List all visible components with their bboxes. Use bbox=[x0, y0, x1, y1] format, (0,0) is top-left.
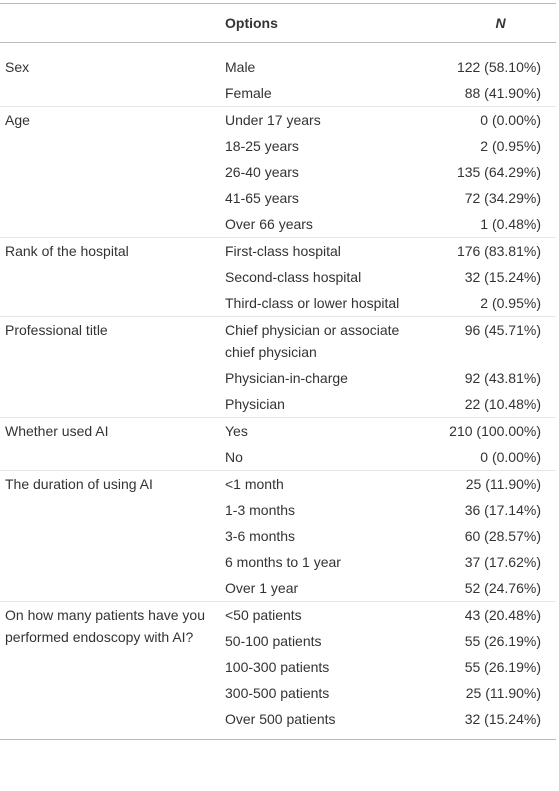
n-cell: 122 (58.10%) bbox=[456, 59, 541, 75]
table-row: Rank of the hospital First-class hospital… bbox=[0, 237, 556, 317]
table-row: Third-class or lower hospital 2 (0.95%) bbox=[0, 290, 556, 317]
table-row: On how many patients have you performed … bbox=[0, 601, 556, 740]
option-cell: Over 500 patients bbox=[225, 711, 336, 727]
n-cell: 25 (11.90%) bbox=[465, 685, 541, 701]
table-row: The duration of using AI <1 month 25 (11.9… bbox=[0, 470, 556, 602]
n-cell: 92 (43.81%) bbox=[464, 370, 541, 386]
n-cell: 135 (64.29%) bbox=[456, 164, 541, 180]
option-cell: 1-3 months bbox=[225, 502, 296, 518]
n-cell: 72 (34.29%) bbox=[464, 190, 541, 206]
n-cell: 0 (0.00%) bbox=[400, 106, 556, 133]
table-row: 3-6 months 60 (28.57%) bbox=[0, 523, 556, 549]
n-cell: 22 (10.48%) bbox=[464, 396, 541, 412]
option-cell: 6 months to 1 year bbox=[225, 554, 341, 570]
table-row: Second-class hospital 32 (15.24%) bbox=[0, 264, 556, 290]
table-row: Physician 22 (10.48%) bbox=[0, 391, 556, 418]
n-cell: 0 (0.00%) bbox=[480, 449, 541, 465]
option-cell: Female bbox=[225, 85, 272, 101]
table-row: Age Under 17 years 0 (0.00%) bbox=[0, 106, 556, 238]
option-cell: First-class hospital bbox=[225, 237, 400, 264]
option-cell: Under 17 years bbox=[225, 106, 400, 133]
header-n: N bbox=[400, 3, 556, 43]
n-cell: 60 (28.57%) bbox=[464, 528, 541, 544]
table-row: No 0 (0.00%) bbox=[0, 444, 556, 471]
option-cell: <1 month bbox=[225, 470, 400, 497]
table: Options N Sex Male 122 (58.10%) Female 88 (4… bbox=[0, 3, 556, 740]
option-cell: 3-6 months bbox=[225, 528, 296, 544]
n-cell: 210 (100.00%) bbox=[400, 417, 556, 444]
table-row: 41-65 years 72 (34.29%) bbox=[0, 185, 556, 211]
n-cell: 32 (15.24%) bbox=[464, 711, 541, 727]
table-row: Over 1 year 52 (24.76%) bbox=[0, 575, 556, 602]
header-blank bbox=[0, 3, 225, 43]
group-label: Sex bbox=[5, 59, 30, 75]
n-cell: 37 (17.62%) bbox=[464, 554, 541, 570]
option-cell: 18-25 years bbox=[225, 138, 299, 154]
option-cell: No bbox=[225, 449, 243, 465]
group-label: The duration of using AI bbox=[0, 470, 225, 602]
table-body: Sex Male 122 (58.10%) Female 88 (41.90%) Age U… bbox=[0, 43, 556, 740]
table-row: 300-500 patients 25 (11.90%) bbox=[0, 680, 556, 706]
table-row: Professional title Chief physician or ass… bbox=[0, 316, 556, 418]
group-label: Whether used AI bbox=[0, 417, 225, 471]
option-cell: Male bbox=[225, 59, 256, 75]
n-cell: 25 (11.90%) bbox=[400, 470, 556, 497]
group-label: Rank of the hospital bbox=[0, 237, 225, 317]
table-header: Options N bbox=[0, 3, 556, 43]
option-cell: 26-40 years bbox=[225, 164, 299, 180]
table-row: 1-3 months 36 (17.14%) bbox=[0, 497, 556, 523]
n-cell: 96 (45.71%) bbox=[400, 316, 556, 365]
header-options: Options bbox=[225, 3, 400, 43]
option-cell: 100-300 patients bbox=[225, 659, 330, 675]
group-label: Professional title bbox=[0, 316, 225, 418]
option-cell: Physician bbox=[225, 396, 285, 412]
table-row: Female 88 (41.90%) bbox=[0, 80, 556, 107]
table-row: 18-25 years 2 (0.95%) bbox=[0, 133, 556, 159]
option-cell: Second-class hospital bbox=[225, 269, 362, 285]
n-cell: 55 (26.19%) bbox=[464, 633, 541, 649]
option-cell: Physician-in-charge bbox=[225, 370, 348, 386]
table-row: 100-300 patients 55 (26.19%) bbox=[0, 654, 556, 680]
group-label: Age bbox=[0, 106, 225, 238]
table-row: Over 66 years 1 (0.48%) bbox=[0, 211, 556, 238]
table-row: 50-100 patients 55 (26.19%) bbox=[0, 628, 556, 654]
option-cell: Chief physician or associate chief physi… bbox=[225, 316, 400, 365]
option-cell: 300-500 patients bbox=[225, 685, 330, 701]
table-row: Whether used AI Yes 210 (100.00%) bbox=[0, 417, 556, 471]
n-cell: 55 (26.19%) bbox=[464, 659, 541, 675]
table-row: Physician-in-charge 92 (43.81%) bbox=[0, 365, 556, 391]
n-cell: 1 (0.48%) bbox=[480, 216, 541, 232]
option-cell: Over 1 year bbox=[225, 580, 299, 596]
n-cell: 176 (83.81%) bbox=[400, 237, 556, 264]
group-label: On how many patients have you performed … bbox=[0, 601, 225, 740]
n-cell: 52 (24.76%) bbox=[464, 580, 541, 596]
n-cell: 2 (0.95%) bbox=[480, 138, 541, 154]
n-cell: 36 (17.14%) bbox=[464, 502, 541, 518]
n-cell: 88 (41.90%) bbox=[464, 85, 541, 101]
header-row: Options N bbox=[0, 3, 556, 43]
option-cell: Yes bbox=[225, 417, 400, 444]
n-cell: 43 (20.48%) bbox=[400, 601, 556, 628]
option-cell: Third-class or lower hospital bbox=[225, 295, 400, 311]
table-row: 26-40 years 135 (64.29%) bbox=[0, 159, 556, 185]
n-cell: 2 (0.95%) bbox=[480, 295, 541, 311]
option-cell: Over 66 years bbox=[225, 216, 313, 232]
option-cell: <50 patients bbox=[225, 601, 400, 628]
table-row: Sex Male 122 (58.10%) bbox=[0, 43, 556, 81]
n-cell: 32 (15.24%) bbox=[464, 269, 541, 285]
option-cell: 41-65 years bbox=[225, 190, 299, 206]
option-cell: 50-100 patients bbox=[225, 633, 322, 649]
table-row: 6 months to 1 year 37 (17.62%) bbox=[0, 549, 556, 575]
table-row: Over 500 patients 32 (15.24%) bbox=[0, 706, 556, 740]
